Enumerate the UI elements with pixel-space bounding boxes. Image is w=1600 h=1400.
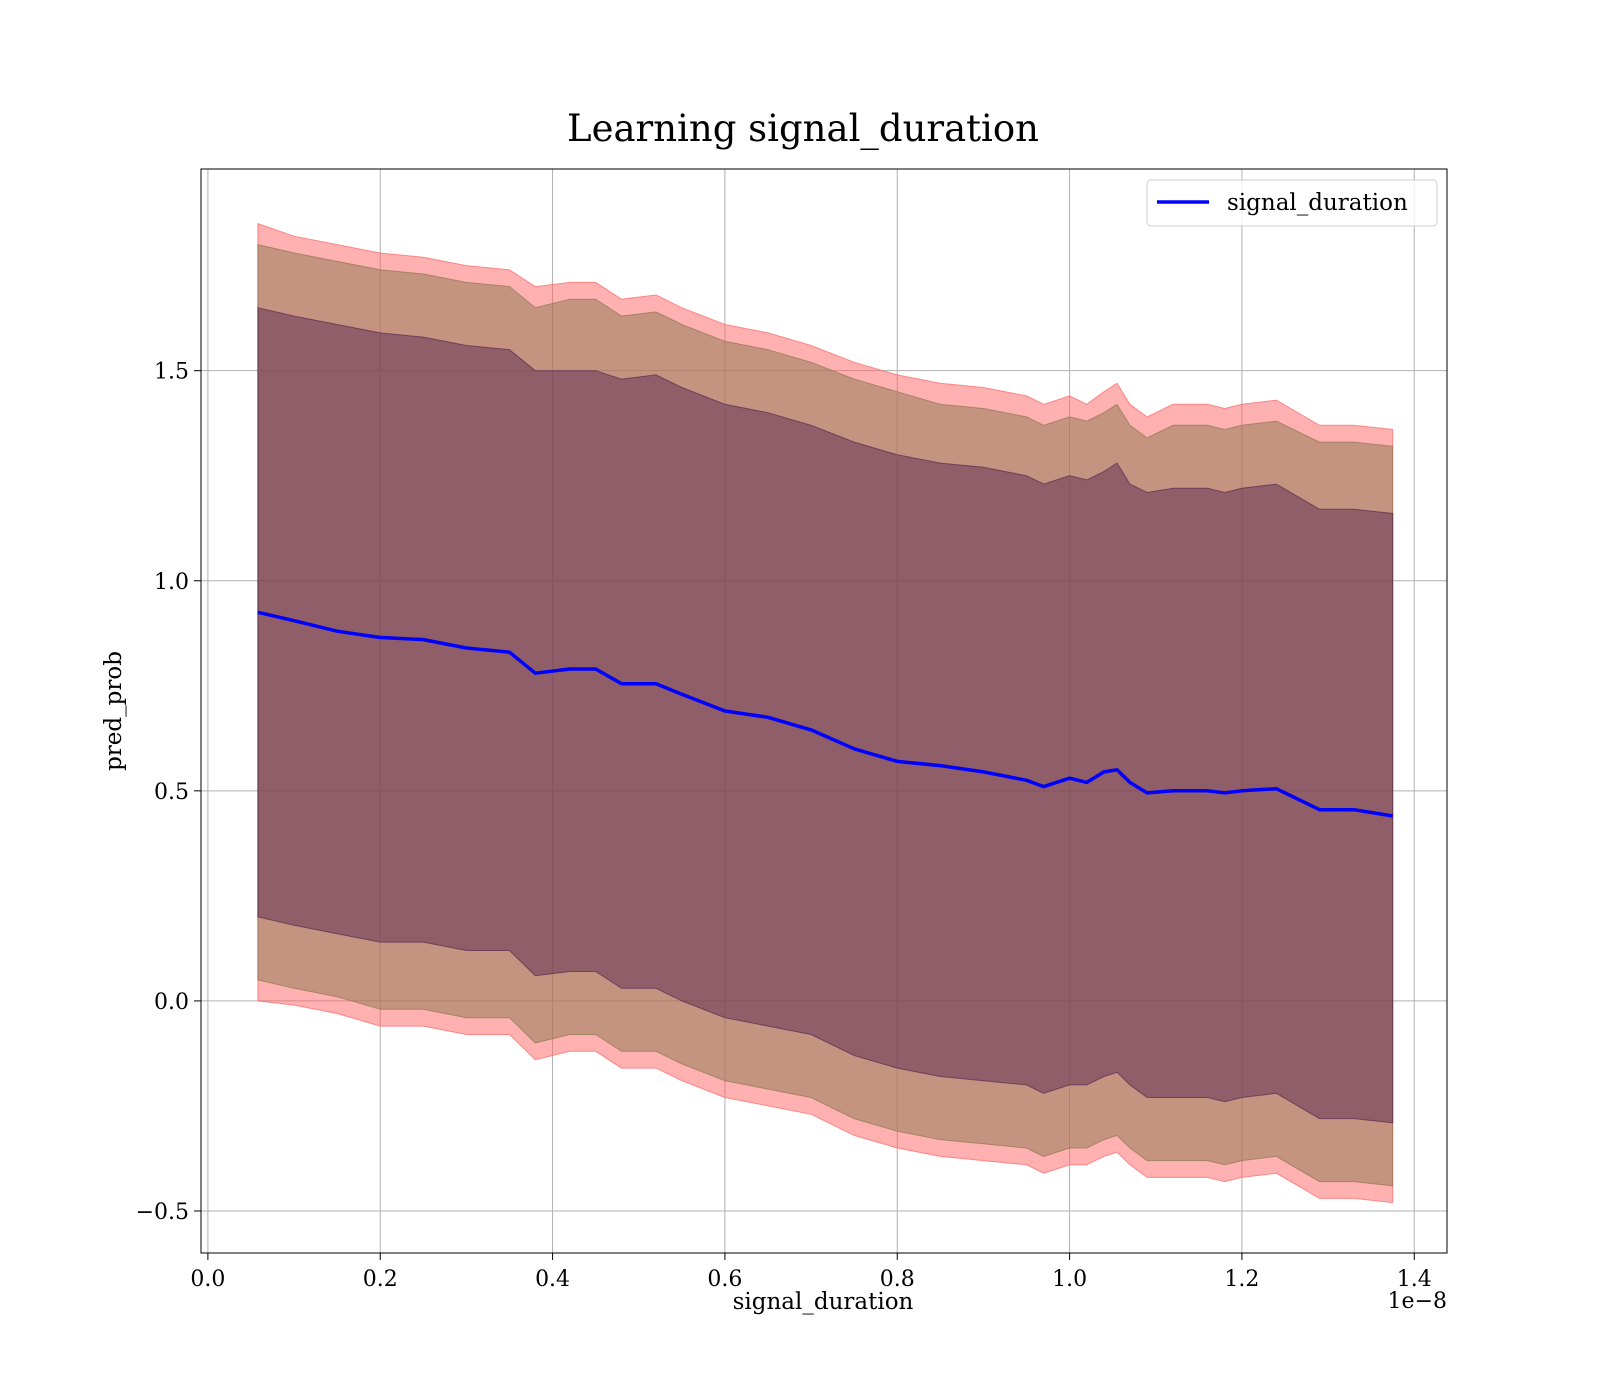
x-tick-label: 1.4 (1397, 1267, 1432, 1292)
plot-frame (200, 168, 1448, 1254)
y-axis-label: pred_prob (101, 651, 127, 771)
y-tick-label: 1.5 (154, 360, 189, 385)
x-tick-label: 1.0 (1052, 1267, 1087, 1292)
x-axis-offset-label: 1e−8 (1388, 1289, 1447, 1314)
x-tick-label: 1.2 (1224, 1267, 1259, 1292)
y-axis-ticks: −0.5 0.0 0.5 1.0 1.5 (136, 360, 201, 1225)
chart-title: Learning signal_duration (567, 107, 1039, 151)
y-tick-label: 0.0 (154, 990, 189, 1015)
x-tick-label: 0.0 (190, 1267, 225, 1292)
band-layer (257, 222, 1394, 1204)
y-tick-label: −0.5 (136, 1200, 189, 1225)
x-axis-ticks: 0.0 0.2 0.4 0.6 0.8 1.0 1.2 1.4 (190, 1253, 1432, 1292)
legend: signal_duration (1146, 179, 1438, 227)
y-tick-label: 1.0 (154, 570, 189, 595)
y-tick-label: 0.5 (154, 780, 189, 805)
x-axis-label: signal_duration (733, 1289, 914, 1315)
line-layer (257, 610, 1393, 818)
x-tick-label: 0.4 (535, 1267, 570, 1292)
legend-label-signal-duration: signal_duration (1227, 190, 1408, 216)
x-tick-label: 0.8 (880, 1267, 915, 1292)
series-line-signal-duration (257, 610, 1393, 818)
legend-box (1146, 179, 1438, 227)
x-tick-label: 0.2 (363, 1267, 398, 1292)
confidence-band-3 (257, 307, 1394, 1124)
x-tick-label: 0.6 (707, 1267, 742, 1292)
